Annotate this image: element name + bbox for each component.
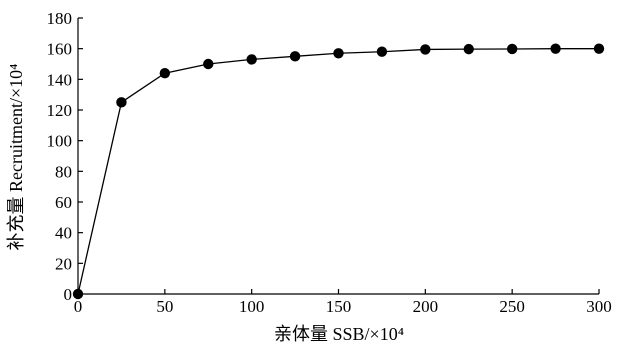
y-tick-label: 100 — [47, 132, 73, 151]
y-tick-label: 160 — [47, 40, 73, 59]
x-ticks: 0 50 100 150 200 250 300 — [74, 289, 612, 316]
y-tick-label: 40 — [55, 224, 72, 243]
series-points — [72, 43, 605, 300]
x-tick-label: 150 — [326, 297, 352, 316]
data-point — [420, 44, 431, 55]
data-point — [506, 43, 518, 55]
x-tick-label: 300 — [586, 297, 612, 316]
plot-area: 0 50 100 150 200 250 300 0 20 40 60 80 100 120 140 160… — [47, 9, 612, 316]
data-point — [333, 48, 344, 59]
data-point — [550, 43, 561, 54]
data-point — [376, 46, 388, 57]
y-tick-label: 180 — [47, 9, 73, 28]
y-tick-label: 140 — [47, 70, 73, 89]
x-axis-title: 亲体量 SSB/×10⁴ — [274, 324, 404, 344]
y-axis-title: 补充量 Recruitment/×10⁴ — [6, 64, 26, 251]
series-line — [77, 48, 599, 295]
y-tick-label: 80 — [55, 162, 72, 181]
y-tick-label: 120 — [47, 101, 73, 120]
x-tick-label: 200 — [413, 297, 439, 316]
data-point — [246, 54, 257, 65]
data-point — [116, 97, 127, 108]
x-tick-label: 0 — [74, 297, 83, 316]
y-tick-label: 60 — [55, 193, 72, 212]
y-tick-label: 20 — [55, 254, 72, 273]
data-point — [463, 43, 474, 55]
x-tick-label: 100 — [239, 297, 265, 316]
x-tick-label: 50 — [156, 297, 173, 316]
y-tick-label: 0 — [64, 285, 73, 304]
data-point — [593, 43, 605, 54]
data-point — [203, 58, 214, 70]
y-ticks: 0 20 40 60 80 100 120 140 160 180 — [47, 9, 83, 304]
x-tick-label: 250 — [499, 297, 525, 316]
data-point — [159, 68, 171, 79]
data-point — [72, 288, 84, 300]
data-point — [289, 51, 301, 62]
